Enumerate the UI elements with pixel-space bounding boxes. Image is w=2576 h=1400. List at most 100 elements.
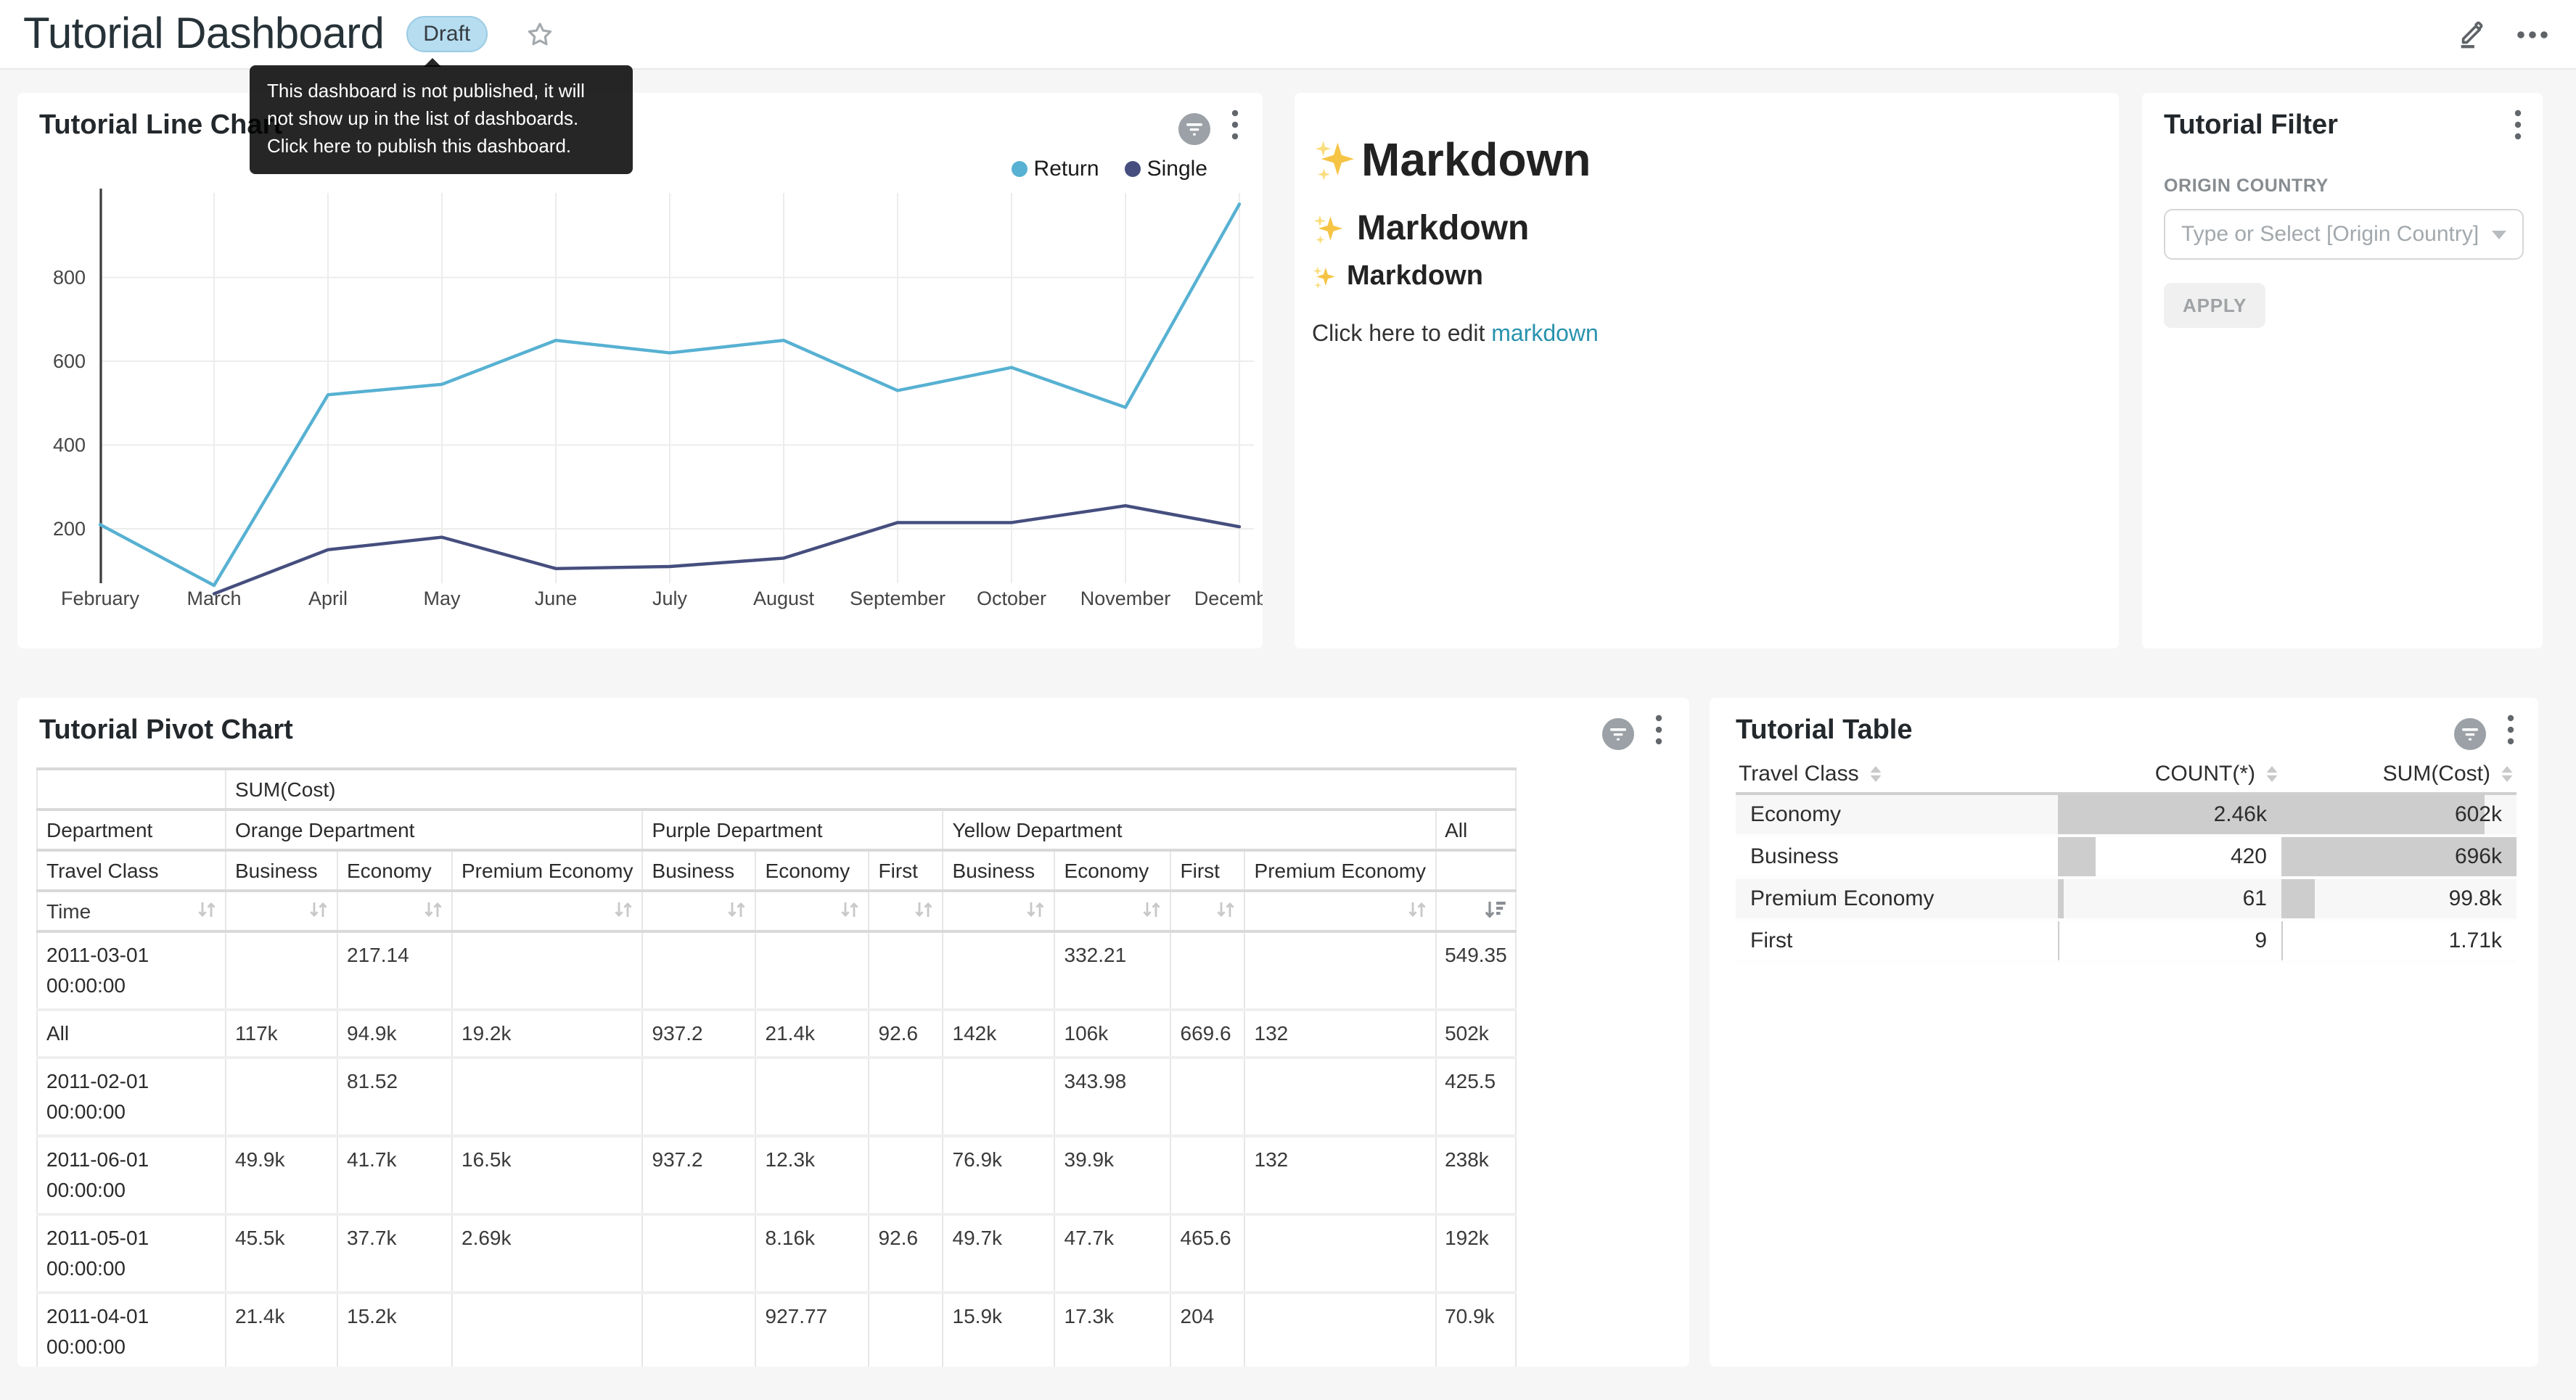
table-cell-name: Premium Economy bbox=[1736, 878, 2058, 921]
series-single bbox=[212, 504, 1242, 596]
pivot-value-cell: 332.21 bbox=[1054, 931, 1172, 1011]
sort-icon[interactable] bbox=[1869, 766, 1882, 782]
select-placeholder: Type or Select [Origin Country] bbox=[2181, 222, 2479, 247]
kebab-menu-icon[interactable] bbox=[1231, 109, 1239, 148]
pivot-value-cell: 8.16k bbox=[755, 1214, 870, 1294]
cell-bar bbox=[2058, 837, 2096, 876]
pivot-row: 2011-03-01 00:00:00 217.14 332.21 549.35 bbox=[36, 931, 1517, 1011]
svg-text:May: May bbox=[423, 588, 461, 609]
filter-indicator-icon[interactable] bbox=[1178, 112, 1210, 144]
line-chart-title: Tutorial Line Chart bbox=[39, 110, 282, 141]
pivot-value-cell: 94.9k bbox=[337, 1009, 453, 1059]
filter-indicator-icon[interactable] bbox=[1602, 717, 1634, 749]
pivot-subcolumn-header: Economy bbox=[1054, 849, 1172, 892]
filter-title: Tutorial Filter bbox=[2164, 110, 2338, 141]
sort-icon[interactable] bbox=[1027, 899, 1046, 923]
origin-country-label: ORIGIN COUNTRY bbox=[2164, 176, 2329, 196]
cell-bar bbox=[2281, 837, 2516, 876]
svg-text:December: December bbox=[1194, 588, 1263, 609]
pivot-value-cell bbox=[868, 1057, 944, 1137]
pivot-metric-header: SUM(Cost) bbox=[224, 767, 1517, 811]
sort-icon[interactable] bbox=[728, 899, 747, 923]
pivot-department-header: Department bbox=[36, 809, 226, 852]
sort-icon[interactable] bbox=[424, 899, 443, 923]
filter-indicator-icon[interactable] bbox=[2454, 717, 2486, 749]
publish-tooltip[interactable]: This dashboard is not published, it will… bbox=[250, 58, 633, 174]
pivot-value-cell bbox=[1170, 931, 1246, 1011]
markdown-h1: Markdown bbox=[1361, 133, 1591, 186]
column-header-count-[interactable]: COUNT(*) bbox=[2058, 756, 2281, 795]
page-title: Tutorial Dashboard bbox=[23, 9, 385, 57]
table-row: Business 420 696k bbox=[1736, 836, 2516, 879]
sparkles-icon bbox=[1310, 263, 1338, 291]
pivot-value-cell: 669.6 bbox=[1170, 1009, 1246, 1059]
pivot-value-cell: 204 bbox=[1170, 1292, 1246, 1367]
favorite-star-icon[interactable] bbox=[524, 18, 556, 50]
edit-dashboard-icon[interactable] bbox=[2456, 17, 2489, 51]
sort-icon[interactable] bbox=[2265, 766, 2278, 782]
sparkles-icon bbox=[1310, 136, 1360, 185]
pivot-value-cell bbox=[1244, 1057, 1437, 1137]
pivot-value-cell bbox=[225, 1057, 338, 1137]
markdown-edit-link[interactable]: markdown bbox=[1491, 322, 1599, 347]
pivot-value-cell: 21.4k bbox=[755, 1009, 870, 1059]
pivot-value-cell: 937.2 bbox=[641, 1135, 757, 1216]
sort-icon[interactable] bbox=[2501, 766, 2514, 782]
draft-badge[interactable]: Draft bbox=[406, 16, 488, 52]
table-title: Tutorial Table bbox=[1736, 715, 1913, 746]
chart-legend: Return Single bbox=[1012, 157, 1207, 181]
pivot-subcolumn-header: First bbox=[1170, 849, 1246, 892]
pivot-value-cell bbox=[451, 931, 644, 1011]
svg-text:September: September bbox=[850, 588, 946, 609]
pivot-corner-cell bbox=[36, 767, 226, 811]
pivot-row-header: All bbox=[36, 1009, 226, 1059]
pivot-value-cell: 132 bbox=[1244, 1135, 1437, 1216]
sort-icon[interactable] bbox=[1407, 899, 1426, 923]
chevron-down-icon bbox=[2492, 230, 2506, 239]
kebab-menu-icon[interactable] bbox=[2506, 714, 2515, 753]
column-header-travel-class[interactable]: Travel Class bbox=[1736, 756, 2058, 795]
pivot-value-cell: 502k bbox=[1435, 1009, 1517, 1059]
sort-icon[interactable] bbox=[841, 899, 860, 923]
column-label: COUNT(*) bbox=[2154, 762, 2255, 786]
column-header-sum-cost-[interactable]: SUM(Cost) bbox=[2281, 756, 2516, 795]
table-cell-value: 1.71k bbox=[2281, 920, 2516, 963]
pivot-value-cell bbox=[641, 1057, 757, 1137]
legend-item[interactable]: Return bbox=[1012, 157, 1099, 181]
sort-icon[interactable] bbox=[309, 899, 328, 923]
pivot-value-cell: 927.77 bbox=[755, 1292, 870, 1367]
pivot-value-cell bbox=[755, 931, 870, 1011]
kebab-menu-icon[interactable] bbox=[2514, 109, 2522, 148]
pivot-value-cell: 132 bbox=[1244, 1009, 1437, 1059]
pivot-value-cell: 92.6 bbox=[868, 1214, 944, 1294]
legend-item[interactable]: Single bbox=[1125, 157, 1207, 181]
svg-text:August: August bbox=[753, 588, 815, 609]
pivot-value-cell: 17.3k bbox=[1054, 1292, 1172, 1367]
pivot-chart-card: Tutorial Pivot Chart SUM(Cost) Department… bbox=[17, 698, 1689, 1367]
sort-icon[interactable] bbox=[197, 899, 216, 923]
kebab-menu-icon[interactable] bbox=[1654, 714, 1663, 753]
apply-button[interactable]: APPLY bbox=[2164, 283, 2266, 328]
svg-text:600: 600 bbox=[53, 350, 86, 372]
origin-country-select[interactable]: Type or Select [Origin Country] bbox=[2164, 209, 2524, 260]
sort-icon[interactable] bbox=[1143, 899, 1162, 923]
svg-text:June: June bbox=[535, 588, 578, 609]
svg-text:February: February bbox=[61, 588, 140, 609]
pivot-row: All 117k 94.9k 19.2k 937.2 21.4k 92.6 142k 106k 6… bbox=[36, 1009, 1517, 1059]
table-row: Economy 2.46k 602k bbox=[1736, 794, 2516, 837]
pivot-value-cell: 549.35 bbox=[1435, 931, 1517, 1011]
pivot-subcolumn-header: Business bbox=[225, 849, 338, 892]
pivot-subcolumn-header: Economy bbox=[755, 849, 870, 892]
pivot-value-cell: 49.9k bbox=[225, 1135, 338, 1216]
sort-icon[interactable] bbox=[615, 899, 633, 923]
pivot-row-header: 2011-06-01 00:00:00 bbox=[36, 1135, 226, 1216]
sort-icon[interactable] bbox=[915, 899, 934, 923]
pivot-row: 2011-02-01 00:00:00 81.52 343.98 425.5 bbox=[36, 1057, 1517, 1137]
pivot-value-cell: 39.9k bbox=[1054, 1135, 1172, 1216]
line-chart-card: Tutorial Line Chart Return Single 200 400 6… bbox=[17, 93, 1263, 648]
sort-icon[interactable] bbox=[1217, 899, 1236, 923]
more-menu-icon[interactable] bbox=[2515, 28, 2550, 40]
sort-desc-icon[interactable] bbox=[1485, 899, 1507, 923]
pivot-subcolumn-header: First bbox=[868, 849, 944, 892]
